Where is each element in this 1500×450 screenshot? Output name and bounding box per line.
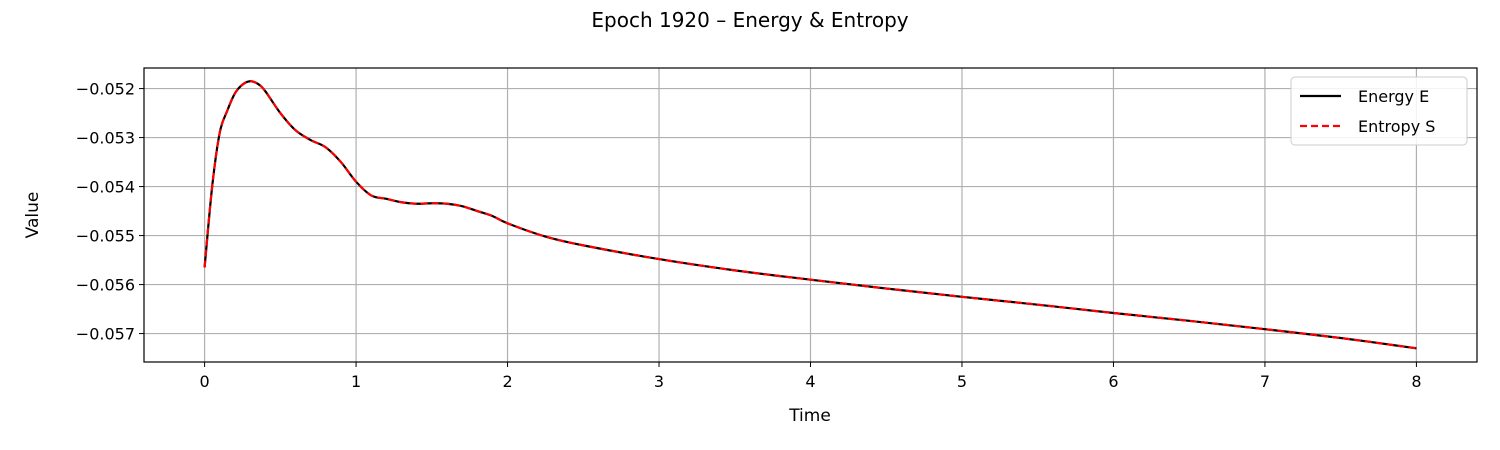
x-axis: 0 1 2 3 4 5 6 7 8 — [199, 362, 1422, 391]
legend-label-entropy: Entropy S — [1358, 117, 1435, 136]
x-axis-label: Time — [788, 406, 831, 426]
x-tick-label: 4 — [805, 372, 815, 391]
x-tick-label: 8 — [1411, 372, 1421, 391]
x-tick-label: 1 — [351, 372, 361, 391]
y-tick-label: −0.057 — [76, 325, 135, 344]
y-tick-label: −0.052 — [76, 80, 135, 99]
legend-label-energy: Energy E — [1358, 87, 1429, 106]
x-tick-label: 0 — [199, 372, 209, 391]
x-tick-label: 5 — [957, 372, 967, 391]
y-axis-label: Value — [23, 192, 43, 239]
y-tick-label: −0.056 — [76, 276, 135, 295]
chart-title: Epoch 1920 – Energy & Entropy — [591, 8, 908, 32]
y-axis: −0.052 −0.053 −0.054 −0.055 −0.056 −0.057 — [76, 80, 144, 344]
grid — [144, 68, 1477, 362]
x-tick-label: 2 — [502, 372, 512, 391]
x-tick-label: 6 — [1108, 372, 1118, 391]
x-tick-label: 7 — [1260, 372, 1270, 391]
legend: Energy E Entropy S — [1290, 76, 1468, 146]
y-tick-label: −0.055 — [76, 227, 135, 246]
y-tick-label: −0.054 — [76, 178, 135, 197]
series-layer — [203, 80, 1417, 350]
x-tick-label: 3 — [654, 372, 664, 391]
legend-box — [1290, 76, 1468, 146]
y-tick-label: −0.053 — [76, 129, 135, 148]
series-line-entropy — [203, 80, 1417, 350]
